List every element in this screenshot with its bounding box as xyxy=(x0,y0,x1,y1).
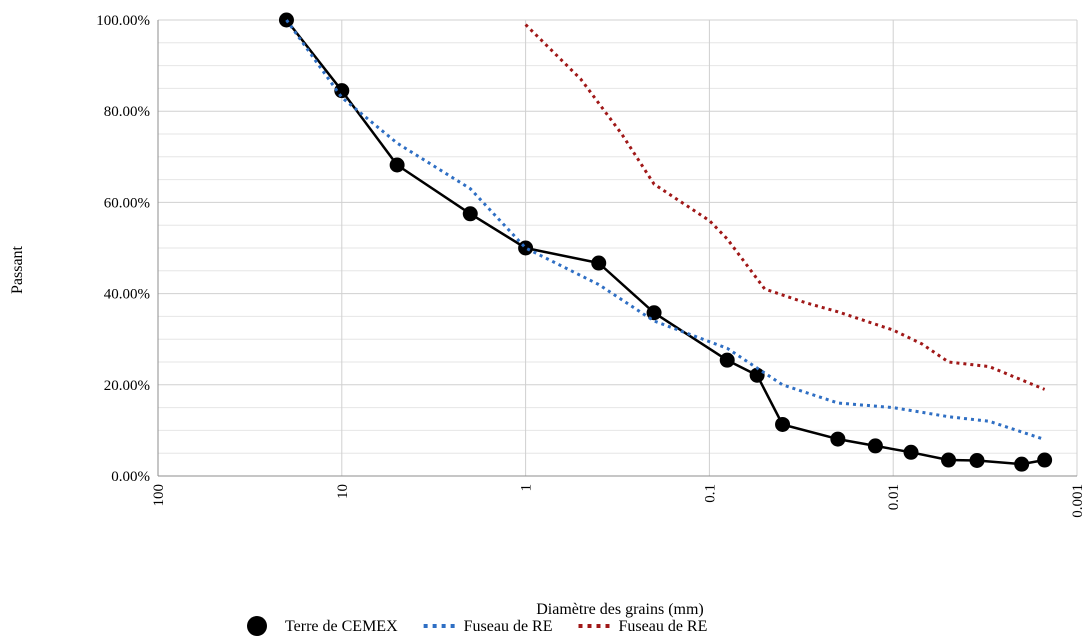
data-point xyxy=(591,255,607,271)
data-point xyxy=(1037,452,1053,468)
legend-swatch-0 xyxy=(247,616,267,636)
legend-label-0: Terre de CEMEX xyxy=(285,618,398,635)
x-tick-label: 0.001 xyxy=(1070,484,1086,518)
data-point xyxy=(518,240,534,256)
legend: Terre de CEMEX Fuseau de RE Fuseau de RE xyxy=(247,616,707,636)
data-point xyxy=(719,352,735,368)
x-tick-label: 10 xyxy=(335,484,351,499)
grid-minor xyxy=(158,42,1077,454)
legend-label-2: Fuseau de RE xyxy=(619,618,708,635)
y-tick-label: 60.00% xyxy=(104,195,150,211)
y-axis-label: Passant xyxy=(9,245,26,294)
data-point xyxy=(1014,456,1030,472)
data-point xyxy=(749,367,765,383)
y-tick-label: 100.00% xyxy=(96,13,150,29)
series-line-2 xyxy=(524,23,1046,391)
y-tick-label: 40.00% xyxy=(104,287,150,303)
series-line-0 xyxy=(285,19,1045,466)
x-tick-label: 1 xyxy=(519,484,535,492)
data-point xyxy=(969,452,985,468)
data-point xyxy=(334,83,350,99)
data-point xyxy=(646,305,662,321)
series-layer xyxy=(278,12,1053,472)
data-point xyxy=(389,157,405,173)
data-point xyxy=(830,431,846,447)
data-point xyxy=(867,438,883,454)
data-point xyxy=(903,444,919,460)
axes xyxy=(157,20,1077,477)
y-tick-labels: 0.00% 20.00% 40.00% 60.00% 80.00% 100.00% xyxy=(96,13,150,485)
data-point xyxy=(941,452,957,468)
data-point xyxy=(278,12,294,28)
data-point xyxy=(775,416,791,432)
x-tick-label: 100 xyxy=(151,484,167,507)
x-tick-label: 0.1 xyxy=(702,484,718,503)
data-point xyxy=(462,206,478,222)
legend-label-1: Fuseau de RE xyxy=(464,618,553,635)
series-line-1 xyxy=(285,19,1046,441)
x-tick-label: 0.01 xyxy=(886,484,902,510)
y-tick-label: 80.00% xyxy=(104,104,150,120)
x-tick-labels: 100 10 1 0.1 0.01 0.001 xyxy=(151,484,1086,518)
x-axis-label: Diamètre des grains (mm) xyxy=(536,601,704,618)
y-tick-label: 20.00% xyxy=(104,378,150,394)
y-tick-label: 0.00% xyxy=(111,469,150,485)
